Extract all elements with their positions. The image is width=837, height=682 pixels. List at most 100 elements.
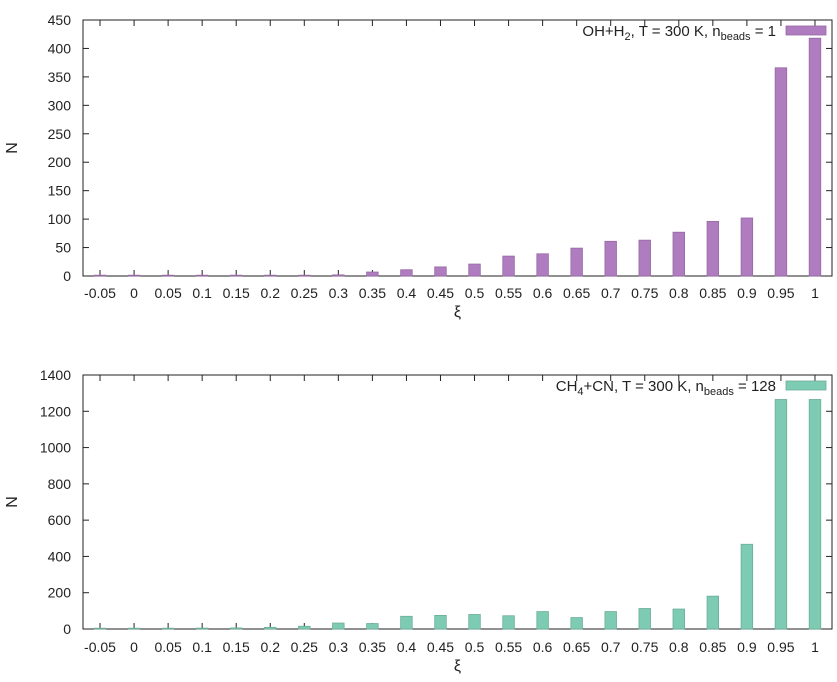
x-tick-label: 0.6	[533, 639, 553, 655]
plot-frame	[82, 19, 833, 277]
y-tick-label: 800	[48, 476, 72, 492]
x-tick-label: 0.7	[601, 639, 621, 655]
x-tick-label: 0.95	[767, 285, 794, 301]
x-tick-label: 0.7	[601, 285, 621, 301]
y-tick-label: 50	[55, 240, 71, 256]
legend-subscript: 2	[625, 31, 631, 43]
legend-text: +CN, T = 300 K, n	[584, 378, 704, 395]
legend-text: CH	[556, 378, 578, 395]
x-tick-label: 0.65	[563, 639, 590, 655]
x-tick-label: 0.55	[495, 639, 522, 655]
y-tick-label: 0	[63, 268, 71, 284]
x-tick-label: 0.9	[737, 639, 757, 655]
bar	[706, 595, 720, 630]
bar	[434, 266, 447, 277]
bar	[400, 269, 413, 277]
bar	[774, 399, 788, 630]
x-tick-label: 0.1	[192, 639, 212, 655]
y-tick-label: 1200	[40, 403, 71, 419]
x-tick-label: 0.85	[699, 639, 726, 655]
y-tick-label: 200	[48, 585, 72, 601]
y-tick-label: 400	[48, 40, 72, 56]
x-tick-label: 0.75	[631, 285, 658, 301]
bar	[638, 239, 651, 277]
chart-panel-2: 0 200 400 600 800 1000 1200 1400 -0.05 0 0.05 0.1 0.…	[4, 367, 833, 675]
legend-subscript: beads	[704, 386, 734, 398]
bar	[808, 37, 822, 277]
y-tick-label: 0	[63, 621, 71, 637]
y-tick-label: 250	[48, 126, 72, 142]
x-tick-label: -0.05	[84, 285, 116, 301]
x-tick-label: 1	[811, 285, 819, 301]
bar	[298, 274, 311, 277]
legend-text: = 1	[751, 23, 776, 40]
x-tick-label: 0.9	[737, 285, 757, 301]
x-tick-label: 0	[130, 285, 138, 301]
bar	[434, 614, 447, 630]
bar	[706, 220, 720, 277]
x-tick-label: 0.3	[329, 285, 349, 301]
x-tick-label: 0.55	[495, 285, 522, 301]
bar	[604, 240, 617, 277]
y-tick-label: 450	[48, 12, 72, 28]
plot-frame	[82, 374, 833, 630]
y-tick-label: 300	[48, 97, 72, 113]
y-tick-label: 350	[48, 69, 72, 85]
x-tick-label: 0.2	[261, 639, 281, 655]
bar	[264, 626, 277, 630]
bar	[93, 274, 107, 277]
x-tick-label: 1	[811, 639, 819, 655]
x-tick-label: 0.5	[465, 285, 485, 301]
bar	[502, 255, 515, 277]
legend-label: CH4+CN, T = 300 K, nbeads = 128	[556, 378, 776, 398]
x-tick-label: 0.4	[397, 285, 417, 301]
bar	[672, 231, 685, 277]
x-tick-label: 0.45	[427, 285, 454, 301]
x-tick-label: 0.25	[291, 639, 318, 655]
bar	[672, 608, 685, 630]
bar	[127, 627, 141, 630]
x-tick-label: 0.8	[669, 639, 689, 655]
bar	[604, 611, 617, 630]
x-tick-label: 0.45	[427, 639, 454, 655]
legend-text: = 128	[734, 378, 776, 395]
y-tick-label: 600	[48, 512, 72, 528]
x-tick-label: 0.5	[465, 639, 485, 655]
bar	[468, 614, 481, 630]
x-tick-label: 0.3	[329, 639, 349, 655]
y-tick-label: 1400	[40, 367, 71, 383]
bar	[468, 263, 481, 277]
bar	[536, 611, 549, 630]
bar	[332, 622, 345, 630]
x-tick-label: 0.6	[533, 285, 553, 301]
y-axis-label: N	[4, 496, 21, 508]
x-tick-label: 0.4	[397, 639, 417, 655]
x-tick-label: 0.95	[767, 639, 794, 655]
bar	[366, 271, 379, 277]
bar	[230, 274, 243, 277]
bar	[774, 67, 788, 277]
bar	[264, 274, 277, 277]
bar	[332, 274, 345, 277]
bar	[400, 615, 413, 630]
x-axis-label: ξ	[454, 304, 461, 321]
legend-subscript: 4	[577, 386, 583, 398]
legend-swatch	[785, 25, 827, 36]
bar	[161, 274, 175, 277]
x-tick-label: 0.75	[631, 639, 658, 655]
bar	[230, 627, 243, 630]
x-tick-label: 0.05	[154, 639, 181, 655]
bar	[740, 543, 754, 630]
bar	[195, 274, 209, 277]
x-tick-label: -0.05	[84, 639, 116, 655]
x-tick-label: 0.15	[223, 285, 250, 301]
x-tick-label: 0.2	[261, 285, 281, 301]
x-axis-label: ξ	[454, 658, 461, 675]
legend-subscript: beads	[721, 31, 751, 43]
chart-panel-1: 0 50 100 150 200 250 300 350 400 450 -0.05 0 0.05 0.1…	[4, 12, 833, 321]
x-tick-label: 0.15	[223, 639, 250, 655]
x-tick-label: 0.05	[154, 285, 181, 301]
x-tick-label: 0.85	[699, 285, 726, 301]
y-tick-label: 1000	[40, 440, 71, 456]
x-tick-label: 0.65	[563, 285, 590, 301]
